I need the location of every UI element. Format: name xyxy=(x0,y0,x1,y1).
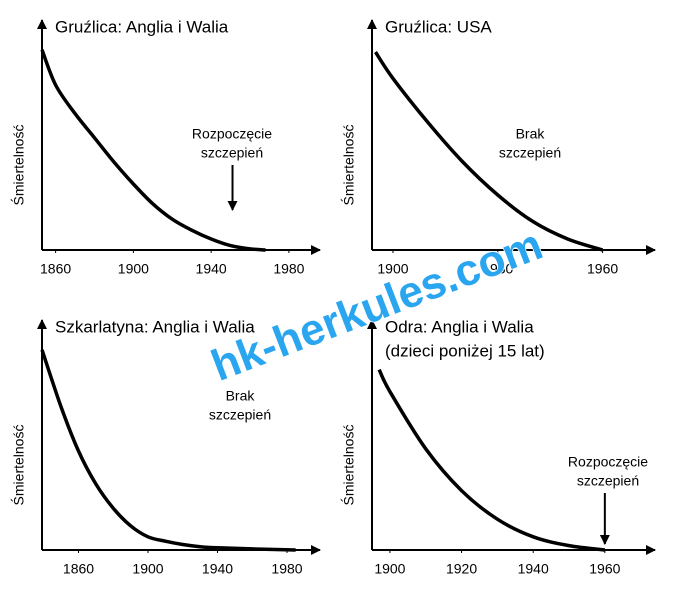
x-tick-label: 1940 xyxy=(196,261,227,277)
y-axis-label: Śmiertelność xyxy=(340,425,357,506)
x-tick-label: 1980 xyxy=(271,561,302,577)
x-tick-label: 1930 xyxy=(482,261,513,277)
mortality-line xyxy=(40,349,296,552)
annotation-text: szczepień xyxy=(577,473,639,489)
x-tick-label: 1920 xyxy=(446,561,477,577)
chart-title: Gruźlica: USA xyxy=(385,17,492,36)
annotation-text: Rozpoczęcie xyxy=(192,126,272,142)
x-tick-label: 1900 xyxy=(118,261,149,277)
annotation-text: szczepień xyxy=(209,407,271,423)
x-tick-label: 1860 xyxy=(63,561,94,577)
x-tick-label: 1900 xyxy=(132,561,163,577)
annotation-text: Rozpoczęcie xyxy=(568,454,648,470)
annotation-text: Brak xyxy=(516,126,546,142)
watermark: hk-herkules.com xyxy=(205,220,549,391)
chart-title: Szkarlatyna: Anglia i Walia xyxy=(55,317,255,336)
x-tick-label: 1860 xyxy=(40,261,71,277)
x-tick-label: 1980 xyxy=(273,261,304,277)
y-axis-label: Śmiertelność xyxy=(340,125,357,206)
x-tick-label: 1900 xyxy=(377,261,408,277)
x-tick-label: 1960 xyxy=(589,561,620,577)
mortality-line xyxy=(374,51,604,252)
mortality-line xyxy=(40,49,266,252)
chart-title: Gruźlica: Anglia i Walia xyxy=(55,17,229,36)
charts: Gruźlica: Anglia i Walia Śmiertelność 1860… xyxy=(10,17,656,577)
annotation-text: szczepień xyxy=(499,145,561,161)
mortality-line xyxy=(377,368,606,552)
chart-subtitle: (dzieci poniżej 15 lat) xyxy=(385,341,545,360)
x-tick-label: 1900 xyxy=(374,561,405,577)
x-tick-label: 1940 xyxy=(202,561,233,577)
chart-title: Odra: Anglia i Walia xyxy=(385,317,534,336)
annotation-text: szczepień xyxy=(201,145,263,161)
y-axis-label: Śmiertelność xyxy=(10,425,27,506)
annotation-text: Brak xyxy=(226,388,256,404)
x-tick-label: 1940 xyxy=(518,561,549,577)
x-tick-label: 1960 xyxy=(587,261,618,277)
y-axis-label: Śmiertelność xyxy=(10,125,27,206)
